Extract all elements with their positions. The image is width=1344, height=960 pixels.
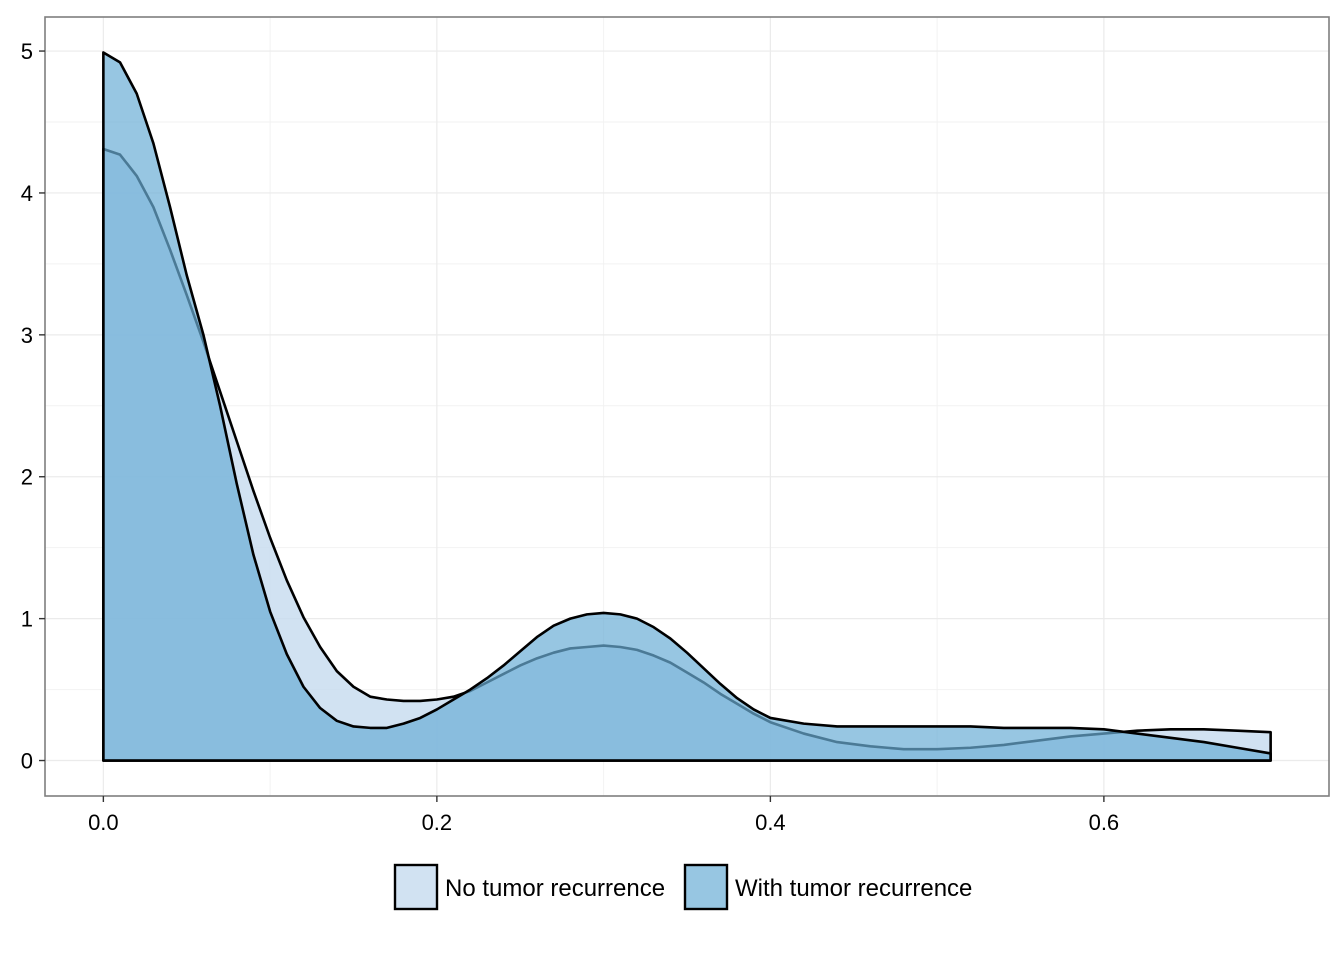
legend-key (683, 863, 729, 911)
density-area-with-tumor-recurrence (102, 51, 1272, 762)
legend: No tumor recurrence With tumor recurrence (393, 863, 972, 911)
y-tick-label: 3 (21, 323, 33, 348)
x-tick-label: 0.2 (422, 810, 453, 835)
panel-border (44, 16, 1330, 797)
x-axis: 0.0 0.2 0.4 0.6 (88, 796, 1119, 835)
x-tick-label: 0.6 (1089, 810, 1120, 835)
density-areas (102, 51, 1272, 762)
y-tick-label: 4 (21, 181, 33, 206)
y-tick-label: 2 (21, 465, 33, 490)
legend-key (393, 863, 439, 911)
x-tick-label: 0.0 (88, 810, 119, 835)
y-tick-label: 0 (21, 749, 33, 774)
x-tick-label: 0.4 (755, 810, 786, 835)
legend-item-no-tumor-recurrence: No tumor recurrence (393, 863, 665, 911)
legend-item-with-tumor-recurrence: With tumor recurrence (683, 863, 972, 911)
y-tick-label: 5 (21, 39, 33, 64)
y-tick-label: 1 (21, 607, 33, 632)
y-axis: 0 1 2 3 4 5 (21, 39, 45, 774)
legend-label: With tumor recurrence (735, 875, 972, 902)
legend-label: No tumor recurrence (445, 875, 665, 902)
